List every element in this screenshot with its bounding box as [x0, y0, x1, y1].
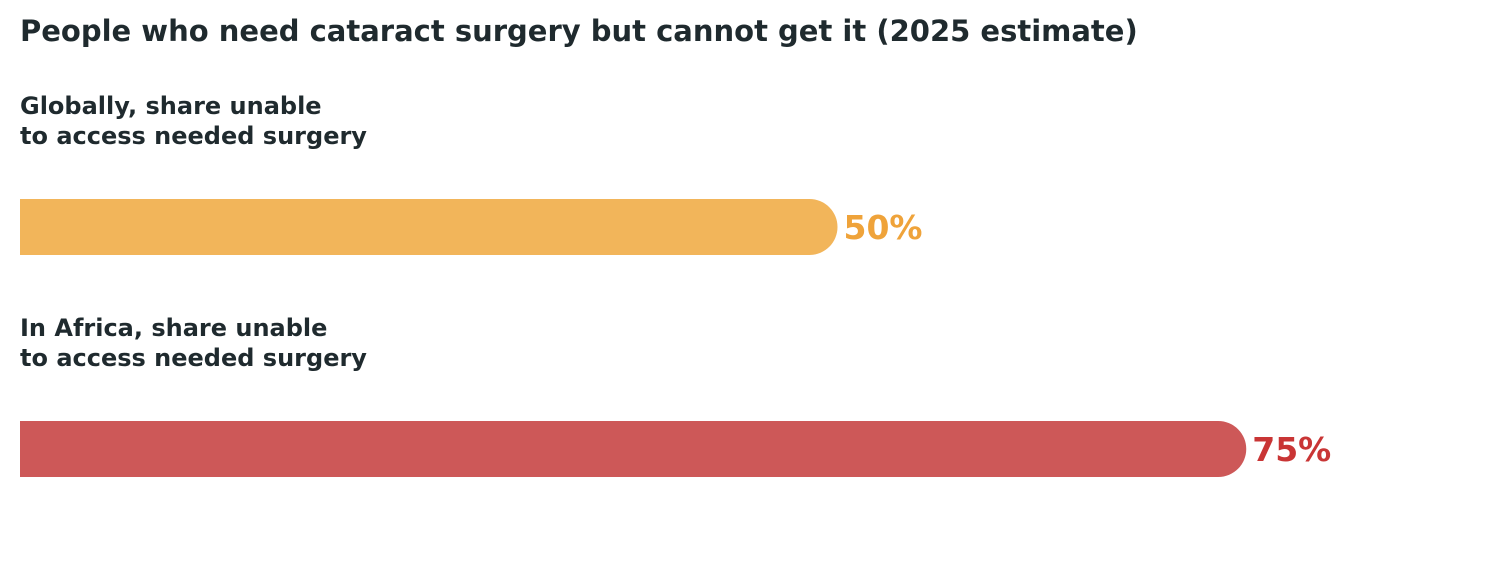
category-label-line: to access needed surgery: [20, 122, 367, 150]
data-label: 50%: [844, 208, 923, 247]
category-label: Globally, share unable to access needed s…: [20, 92, 367, 150]
category-label-line: Globally, share unable: [20, 92, 322, 120]
category-label: In Africa, share unable to access needed …: [20, 314, 367, 372]
data-label: 75%: [1252, 430, 1331, 469]
category-label-line: to access needed surgery: [20, 344, 367, 372]
bar: [20, 199, 838, 255]
category-label-line: In Africa, share unable: [20, 314, 327, 342]
bar: [20, 421, 1247, 477]
chart-title: People who need cataract surgery but can…: [20, 14, 1138, 48]
